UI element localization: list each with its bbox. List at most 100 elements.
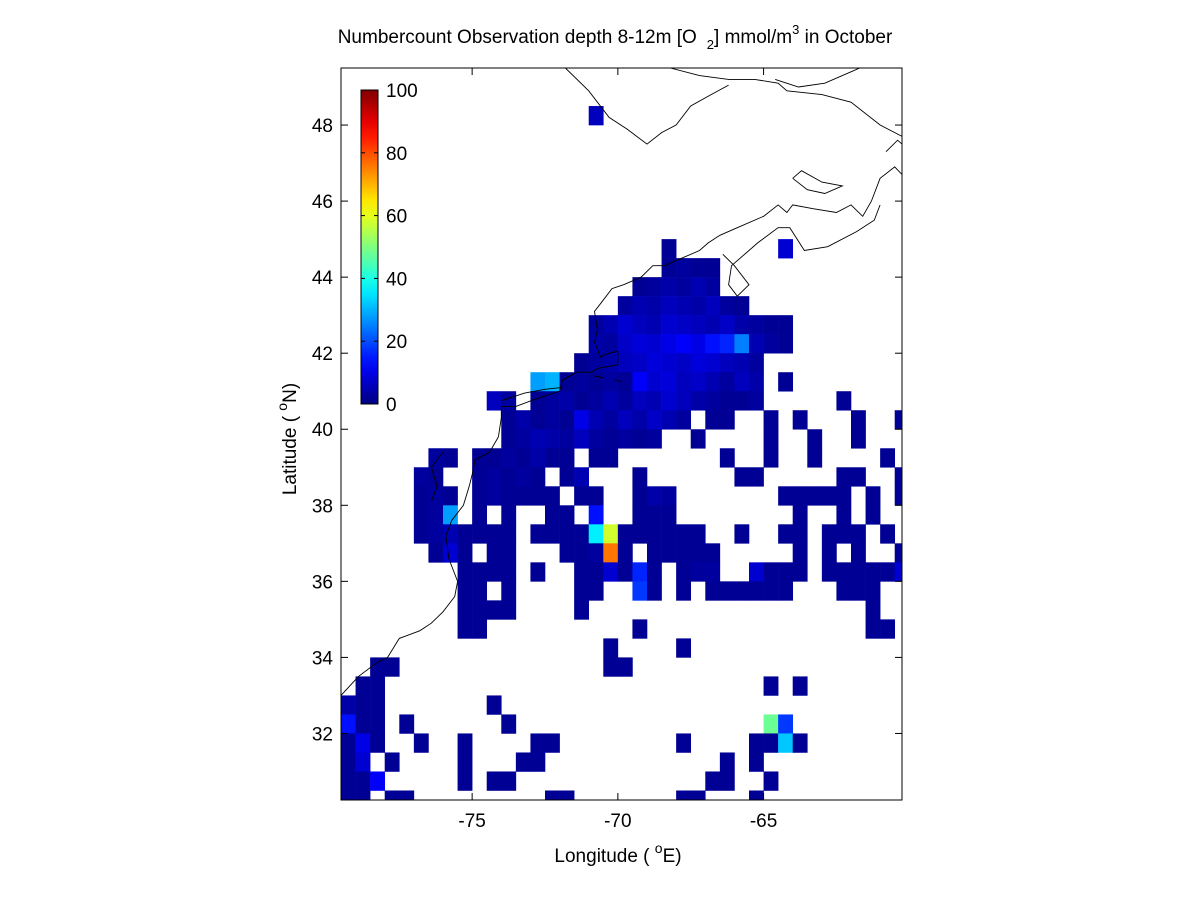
heatmap-cell: [603, 410, 619, 430]
heatmap-cell: [457, 771, 473, 791]
plot-area-frame: [340, 67, 903, 801]
heatmap-cell: [836, 562, 852, 582]
heatmap-cell: [530, 524, 546, 544]
heatmap-cell: [880, 619, 896, 639]
heatmap-cell: [851, 581, 866, 601]
coastline: [430, 451, 444, 502]
heatmap-cell: [617, 429, 633, 449]
heatmap-cell: [428, 543, 444, 563]
heatmap-cell: [574, 600, 590, 620]
heatmap-cell: [792, 505, 808, 525]
heatmap-cell: [763, 315, 779, 335]
heatmap-cell: [443, 448, 458, 468]
heatmap-cell: [661, 410, 677, 430]
heatmap-cell: [676, 391, 692, 411]
heatmap-cell: [851, 524, 866, 544]
heatmap-cell: [501, 562, 517, 582]
heatmap-cell: [647, 410, 662, 430]
heatmap-cell: [632, 524, 648, 544]
heatmap-cell: [749, 562, 764, 582]
y-tick-label: 36: [312, 572, 333, 593]
coastline: [885, 139, 902, 153]
heatmap-cell: [486, 524, 502, 544]
heatmap-cell: [472, 581, 488, 601]
x-tick-label: -70: [604, 811, 631, 832]
heatmap-cell: [384, 657, 400, 677]
heatmap-cell: [661, 239, 677, 259]
heatmap-cell: [880, 448, 896, 468]
heatmap-cell: [501, 581, 517, 601]
heatmap-cell: [486, 771, 502, 791]
heatmap-cell: [676, 543, 692, 563]
heatmap-cell: [632, 410, 648, 430]
heatmap-cell: [341, 695, 356, 715]
colorbar-tick-label: 0: [386, 395, 397, 416]
heatmap-cell: [661, 486, 677, 506]
heatmap-cell: [792, 524, 808, 544]
heatmap-cell: [647, 562, 662, 582]
heatmap-cell: [384, 790, 400, 800]
heatmap-cell: [559, 429, 575, 449]
heatmap-cell: [705, 372, 721, 392]
heatmap-cell: [617, 524, 633, 544]
heatmap-cell: [370, 714, 386, 734]
heatmap-cell: [545, 372, 560, 392]
heatmap-cell: [530, 410, 546, 430]
heatmap-cell: [341, 771, 356, 791]
heatmap-cell: [472, 619, 488, 639]
heatmap-cell: [413, 524, 429, 544]
heatmap-cell: [588, 429, 604, 449]
heatmap-cell: [472, 448, 488, 468]
heatmap-cell: [763, 410, 779, 430]
heatmap-cell: [792, 733, 808, 753]
heatmap-cell: [617, 315, 633, 335]
heatmap-cell: [632, 277, 648, 297]
heatmap-cell: [734, 467, 750, 487]
heatmap-cell: [676, 372, 692, 392]
heatmap-cell: [690, 296, 706, 316]
colorbar: 0 20 40 60 80 100: [360, 81, 418, 416]
heatmap-cell: [341, 714, 356, 734]
heatmap-cell: [632, 353, 648, 373]
heatmap-cell: [821, 562, 837, 582]
heatmap-cell: [545, 524, 560, 544]
heatmap-cell: [894, 562, 902, 582]
heatmap-cell: [734, 372, 750, 392]
heatmap-cell: [603, 429, 619, 449]
heatmap-cell: [690, 372, 706, 392]
heatmap-cell: [719, 771, 735, 791]
heatmap-cell: [574, 524, 590, 544]
coastline: [722, 204, 881, 297]
heatmap-cell: [617, 543, 633, 563]
heatmap-cell: [632, 429, 648, 449]
heatmap-cell: [851, 410, 866, 430]
heatmap-cell: [865, 486, 881, 506]
heatmap-cell: [734, 353, 750, 373]
heatmap-cell: [778, 581, 794, 601]
heatmap-cell: [792, 676, 808, 696]
coastline: [670, 68, 902, 137]
heatmap-cell: [661, 372, 677, 392]
heatmap-cell: [341, 752, 356, 772]
heatmap-cell: [617, 657, 633, 677]
heatmap-cell: [749, 334, 764, 354]
heatmap-cell: [676, 733, 692, 753]
y-axis-label: Latitude ( oN): [274, 383, 301, 495]
heatmap-cell: [778, 562, 794, 582]
heatmap-cell: [515, 467, 531, 487]
x-tick-label: -65: [750, 811, 777, 832]
heatmap-cell: [705, 296, 721, 316]
heatmap-cell: [836, 581, 852, 601]
heatmap-cell: [763, 771, 779, 791]
colorbar-tick-label: 80: [386, 144, 407, 165]
heatmap-cell: [792, 543, 808, 563]
heatmap-cell: [501, 524, 517, 544]
y-tick-label: 40: [312, 420, 333, 441]
heatmap-cell: [559, 410, 575, 430]
heatmap-cell: [778, 486, 794, 506]
heatmap-cell: [836, 467, 852, 487]
heatmap-cell: [472, 467, 488, 487]
heatmap-cell: [486, 467, 502, 487]
heatmap-cell: [370, 676, 386, 696]
heatmap-cell: [647, 543, 662, 563]
